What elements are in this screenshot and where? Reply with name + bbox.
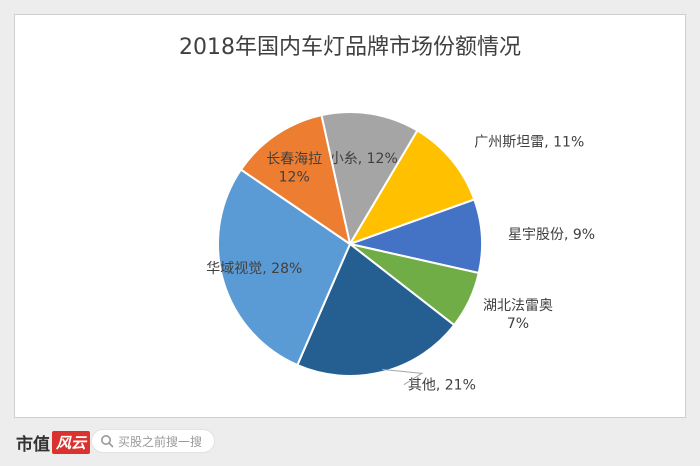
- data-label-5: 华域视觉, 28%: [206, 261, 302, 277]
- data-label-0: 小糸, 12%: [330, 151, 398, 167]
- pie-slice-6: [239, 113, 352, 247]
- chart-title: 2018年国内车灯品牌市场份额情况: [179, 35, 521, 60]
- pie-chart: 小糸, 12% 广州斯坦雷, 11% 星宇股份, 9% 湖北法雷奥 7% 其他, 21% 华…: [206, 111, 595, 394]
- leader-line-4: [381, 368, 424, 386]
- data-label-4: 其他, 21%: [408, 378, 476, 394]
- logo-text: 市值: [16, 435, 50, 455]
- search-icon: [101, 435, 114, 448]
- search-placeholder: 买股之前搜一搜: [118, 434, 203, 449]
- data-label-6: 长春海拉 12%: [266, 151, 322, 185]
- footer-bar: 市值 风云 买股之前搜一搜: [0, 426, 700, 462]
- data-label-2: 星宇股份, 9%: [508, 227, 595, 243]
- site-logo: 市值 风云: [16, 430, 91, 455]
- data-label-3: 湖北法雷奥 7%: [483, 297, 553, 332]
- search-box[interactable]: 买股之前搜一搜: [91, 429, 215, 453]
- pie-slice-0: [320, 111, 419, 247]
- pie-slice-5: [217, 168, 352, 367]
- pie-slice-1: [347, 129, 476, 246]
- logo-mark: 风云: [52, 431, 91, 454]
- data-label-1: 广州斯坦雷, 11%: [474, 135, 584, 151]
- chart-frame: 2018年国内车灯品牌市场份额情况 小糸, 12% 广州斯坦雷, 11% 星宇股份,…: [14, 14, 686, 418]
